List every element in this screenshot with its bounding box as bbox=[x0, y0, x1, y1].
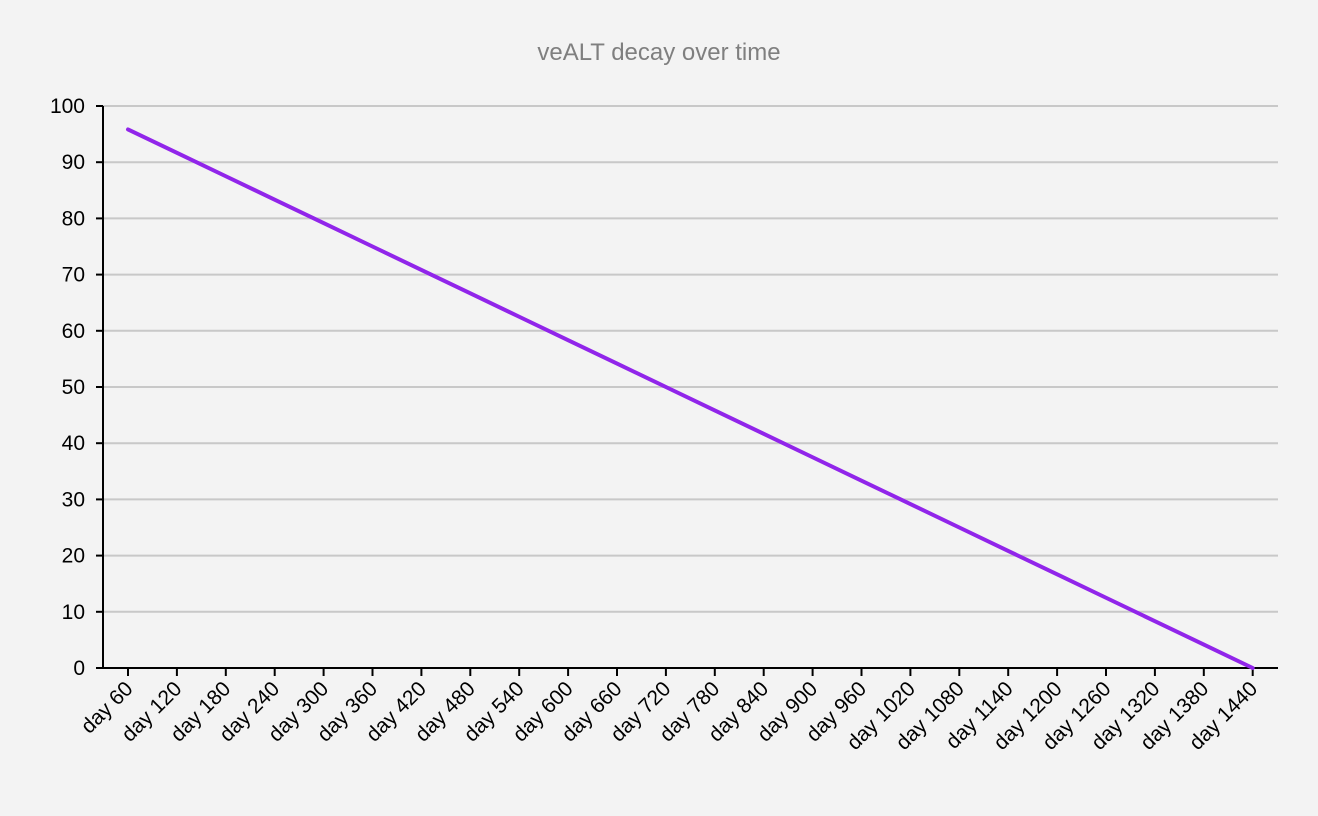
y-tick-label: 0 bbox=[73, 657, 85, 680]
y-axis-tick-labels: 0 10 20 30 40 50 60 70 80 90 100 bbox=[50, 95, 85, 680]
y-tick-label: 70 bbox=[62, 264, 85, 287]
y-tick-label: 50 bbox=[62, 376, 85, 399]
y-tick-label: 60 bbox=[62, 320, 85, 343]
y-tick-label: 80 bbox=[62, 207, 85, 230]
y-tick-label: 40 bbox=[62, 432, 85, 455]
series-line bbox=[126, 127, 1255, 670]
y-tick-label: 90 bbox=[62, 151, 85, 174]
series-lines bbox=[126, 127, 1255, 670]
y-tick-label: 20 bbox=[62, 545, 85, 568]
y-tick-label: 30 bbox=[62, 488, 85, 511]
y-tick-label: 10 bbox=[62, 601, 85, 624]
grid-lines bbox=[103, 105, 1278, 613]
chart-title: veALT decay over time bbox=[537, 39, 780, 66]
axes bbox=[96, 105, 1278, 676]
y-tick-label: 100 bbox=[50, 95, 85, 118]
